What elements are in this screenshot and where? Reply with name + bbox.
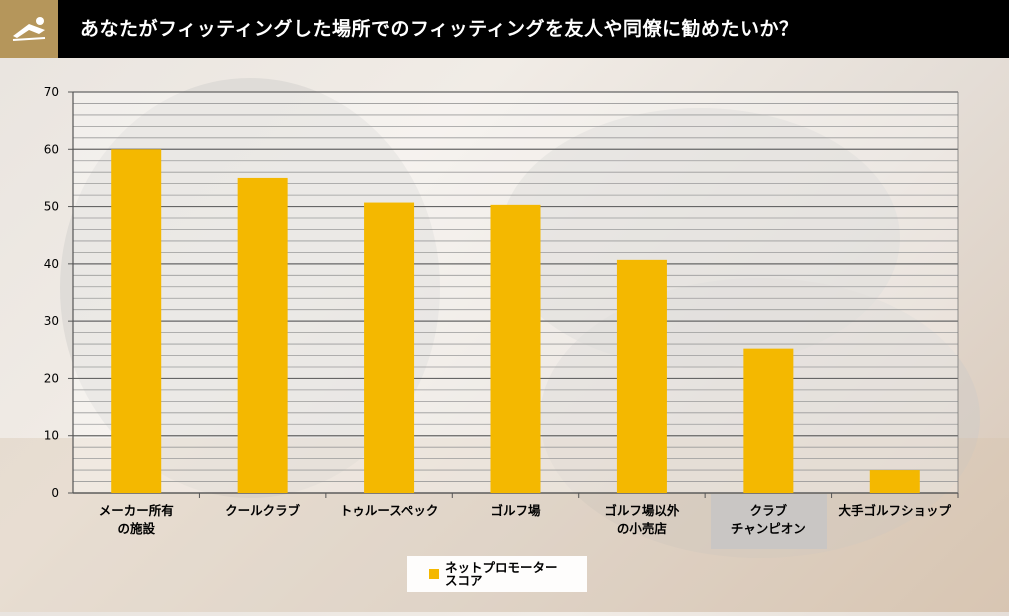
- y-tick-label: 50: [44, 200, 59, 214]
- x-tick-label: クールクラブ: [225, 503, 301, 518]
- y-tick-label: 60: [44, 142, 59, 156]
- y-tick-label: 20: [44, 371, 59, 385]
- legend-label: ネットプロモーター スコア: [445, 560, 558, 588]
- y-tick-label: 70: [44, 85, 59, 99]
- bar: [364, 202, 415, 493]
- bar: [616, 259, 667, 493]
- bar: [743, 348, 794, 493]
- x-tick-label: トゥルースペック: [340, 503, 439, 518]
- x-tick-label: メーカー所有の施設: [99, 503, 174, 536]
- x-tick-label: クラブチャンピオン: [731, 503, 806, 536]
- golfer-logo-icon: [12, 17, 46, 41]
- legend-swatch: [429, 569, 439, 579]
- bar: [111, 149, 162, 493]
- x-tick-label: ゴルフ場: [490, 503, 541, 518]
- category-highlight: [711, 494, 827, 549]
- x-tick-label: ゴルフ場以外の小売店: [604, 503, 680, 536]
- bar: [237, 177, 288, 493]
- y-tick-label: 30: [44, 314, 59, 328]
- bar-chart: 0 10 20 30 40 50 60 70 メーカー所有の施設 クールクラブ トゥルースペック ゴル…: [44, 85, 959, 536]
- y-tick-label: 10: [44, 429, 59, 443]
- page-title: あなたがフィッティングした場所でのフィッティングを友人や同僚に勧めたいか？: [80, 18, 799, 40]
- legend: ネットプロモーター スコア: [407, 556, 587, 592]
- y-tick-label: 0: [51, 486, 59, 500]
- bar: [869, 470, 920, 493]
- bar: [490, 204, 541, 494]
- brand-logo: [0, 0, 58, 58]
- x-tick-label: 大手ゴルフショップ: [839, 503, 952, 518]
- header-bar: あなたがフィッティングした場所でのフィッティングを友人や同僚に勧めたいか？: [0, 0, 1009, 58]
- y-tick-label: 40: [44, 257, 59, 271]
